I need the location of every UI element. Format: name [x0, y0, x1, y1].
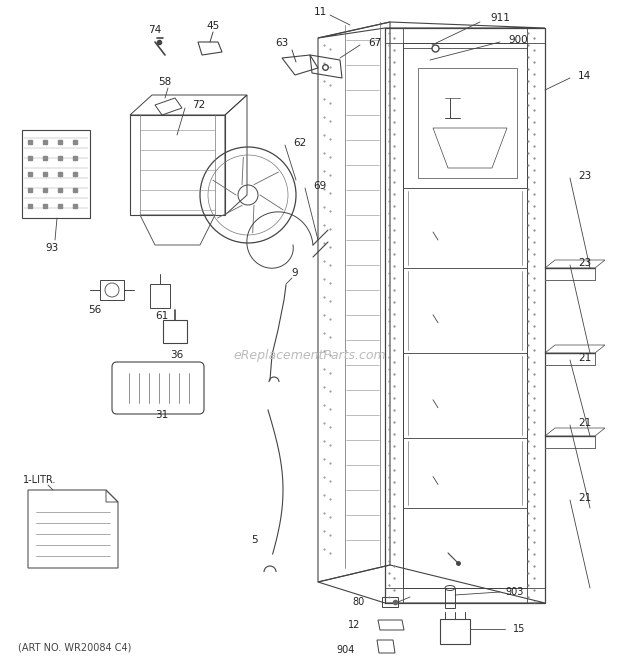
Text: 45: 45 [206, 21, 219, 31]
Text: 72: 72 [192, 100, 205, 110]
Text: 58: 58 [158, 77, 172, 87]
Text: 67: 67 [368, 38, 381, 48]
Text: 903: 903 [505, 587, 523, 597]
Text: 69: 69 [313, 181, 326, 191]
Text: eReplacementParts.com: eReplacementParts.com [234, 348, 386, 362]
Text: 56: 56 [89, 305, 102, 315]
Text: 14: 14 [578, 71, 591, 81]
Text: 80: 80 [353, 597, 365, 607]
Text: 12: 12 [348, 620, 360, 630]
Text: 63: 63 [276, 38, 289, 48]
Text: 62: 62 [293, 138, 306, 148]
Text: 911: 911 [490, 13, 510, 23]
Text: 900: 900 [508, 35, 528, 45]
Text: 61: 61 [156, 311, 169, 321]
Text: 21: 21 [578, 418, 591, 428]
Text: (ART NO. WR20084 C4): (ART NO. WR20084 C4) [19, 643, 131, 653]
Text: 904: 904 [337, 645, 355, 655]
Text: 23: 23 [578, 258, 591, 268]
Text: 36: 36 [170, 350, 184, 360]
Text: 1-LITR.: 1-LITR. [23, 475, 56, 485]
Text: 5: 5 [252, 535, 259, 545]
Text: 21: 21 [578, 493, 591, 503]
Text: 31: 31 [156, 410, 169, 420]
Text: 15: 15 [513, 624, 525, 634]
Text: 11: 11 [314, 7, 327, 17]
Text: 74: 74 [148, 25, 162, 35]
Text: 21: 21 [578, 353, 591, 363]
Text: 93: 93 [45, 243, 59, 253]
Text: 9: 9 [291, 268, 298, 278]
Text: 23: 23 [578, 171, 591, 181]
